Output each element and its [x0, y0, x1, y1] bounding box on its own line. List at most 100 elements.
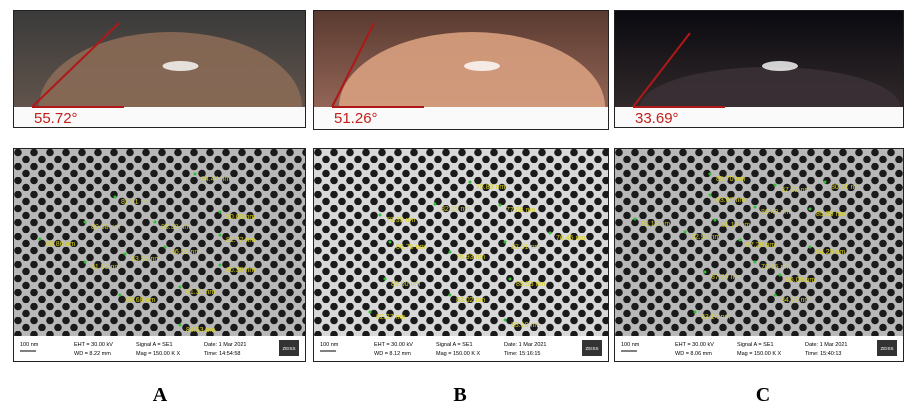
measure-dot: [219, 234, 222, 237]
measurement: 81.59 nm: [91, 264, 120, 271]
measurement: 85.99 nm: [816, 211, 845, 218]
measurement: 80.08 nm: [91, 224, 120, 231]
measurement: 87.41 nm: [121, 199, 150, 206]
measure-dot: [449, 294, 452, 297]
measure-dot: [694, 311, 697, 314]
measure-dot: [714, 219, 717, 222]
highlight: [464, 61, 500, 71]
measurement: 86.00 nm: [391, 281, 420, 288]
measurement: 83.18 nm: [641, 221, 670, 228]
measure-dot: [634, 218, 637, 221]
measure-dot: [499, 204, 502, 207]
mag: Mag = 150.00 K X: [436, 351, 481, 357]
measure-dot: [754, 206, 757, 209]
measure-dot: [779, 274, 782, 277]
sem-image: 84.44 nm 87.41 nm 80.08 nm 83.58 nm 90.65 nm…: [13, 148, 306, 362]
measure-dot: [434, 203, 437, 206]
measurement: 87.52 nm: [781, 187, 810, 194]
measure-dot: [389, 241, 392, 244]
measurement: 84.53 nm: [186, 327, 215, 334]
measurement: 80.21 nm: [831, 184, 860, 191]
measure-dot: [154, 221, 157, 224]
measurement: 86.43 nm: [761, 209, 790, 216]
measure-dot: [164, 246, 167, 249]
scale-bar-label: 100 nm: [20, 342, 39, 348]
brand: ZEISS: [585, 346, 598, 351]
measurement: 85.70 nm: [716, 176, 745, 183]
mag: Mag = 150.00 K X: [136, 351, 181, 357]
measure-dot: [84, 221, 87, 224]
eht: EHT = 30.00 kV: [374, 342, 413, 348]
date: Date: 1 Mar 2021: [504, 342, 547, 348]
measure-dot: [809, 208, 812, 211]
measurement: 83.58 nm: [161, 224, 190, 231]
contact-angle-photo: 33.69°: [614, 10, 904, 128]
measure-dot: [549, 232, 552, 235]
measure-dot: [774, 294, 777, 297]
measure-dot: [824, 181, 827, 184]
measurement: 82.91 nm: [511, 244, 540, 251]
brand: ZEISS: [880, 346, 893, 351]
measure-dot: [84, 261, 87, 264]
pores: [314, 149, 609, 336]
measurement: 82.92 nm: [691, 234, 720, 241]
contact-angle: 33.69°: [635, 110, 679, 127]
measurement: 81.13 nm: [721, 222, 750, 229]
measurement: 77.08 nm: [506, 207, 535, 214]
info-bar: [14, 336, 306, 362]
time: Time: 15:16:15: [504, 351, 540, 357]
sem-image: 85.70 nm 87.52 nm 80.21 nm 83.67 nm 86.43 nm…: [614, 148, 904, 362]
time: Time: 14:54:58: [204, 351, 240, 357]
contact-angle-photo: 55.72°: [13, 10, 306, 128]
measurement: 82.25 nm: [441, 206, 470, 213]
brand: ZEISS: [282, 346, 295, 351]
measurement: 83.02 nm: [456, 297, 485, 304]
highlight: [163, 61, 199, 71]
measurement: 90.65 nm: [226, 214, 255, 221]
measurement: 87.29 nm: [746, 242, 775, 249]
measurement: 83.67 nm: [716, 197, 745, 204]
measure-dot: [774, 184, 777, 187]
figure: 55.72° 84.44 nm 87.41 nm 80.08 nm 83.58 nm 90…: [0, 0, 906, 406]
measurement: 79.35 nm: [386, 217, 415, 224]
measure-dot: [39, 238, 42, 241]
measure-dot: [369, 311, 372, 314]
measurement: 76.45 nm: [556, 235, 585, 242]
measurement: 80.39 nm: [226, 267, 255, 274]
panel-label: C: [743, 384, 783, 407]
panel-label: A: [140, 384, 180, 407]
measure-dot: [449, 251, 452, 254]
measurement: 87.99 nm: [711, 274, 740, 281]
highlight: [762, 61, 798, 71]
measurement: 84.44 nm: [201, 176, 230, 183]
measurement: 88.68 nm: [126, 297, 155, 304]
measure-dot: [219, 264, 222, 267]
measure-dot: [709, 194, 712, 197]
panel-label: B: [440, 384, 480, 407]
measurement: 84.29 nm: [781, 297, 810, 304]
measure-dot: [504, 319, 507, 322]
measurement: 86.09 nm: [786, 277, 815, 284]
measure-dot: [469, 181, 472, 184]
measure-dot: [179, 324, 182, 327]
info-bar: [615, 336, 904, 362]
signal: Signal A = SE1: [737, 342, 774, 348]
contact-angle: 55.72°: [34, 110, 78, 127]
measurement: 85.53 nm: [516, 281, 545, 288]
eht: EHT = 30.00 kV: [675, 342, 714, 348]
wd: WD = 8.22 mm: [74, 351, 111, 357]
contact-angle-photo: 51.26°: [313, 10, 609, 130]
measurement: 81.31 nm: [186, 289, 215, 296]
measurement: 76.93 nm: [456, 254, 485, 261]
sem-image: 75.83 nm 82.25 nm 77.08 nm 79.35 nm 76.45 nm…: [313, 148, 609, 362]
time: Time: 15:40:13: [805, 351, 841, 357]
scale-bar-label: 100 nm: [320, 342, 339, 348]
measurement: 75.83 nm: [476, 184, 505, 191]
measure-dot: [754, 261, 757, 264]
measure-dot: [114, 196, 117, 199]
signal: Signal A = SE1: [136, 342, 173, 348]
measure-dot: [709, 173, 712, 176]
measurement: 86.75 nm: [396, 244, 425, 251]
eht: EHT = 30.00 kV: [74, 342, 113, 348]
measurement: 83.52 nm: [131, 256, 160, 263]
